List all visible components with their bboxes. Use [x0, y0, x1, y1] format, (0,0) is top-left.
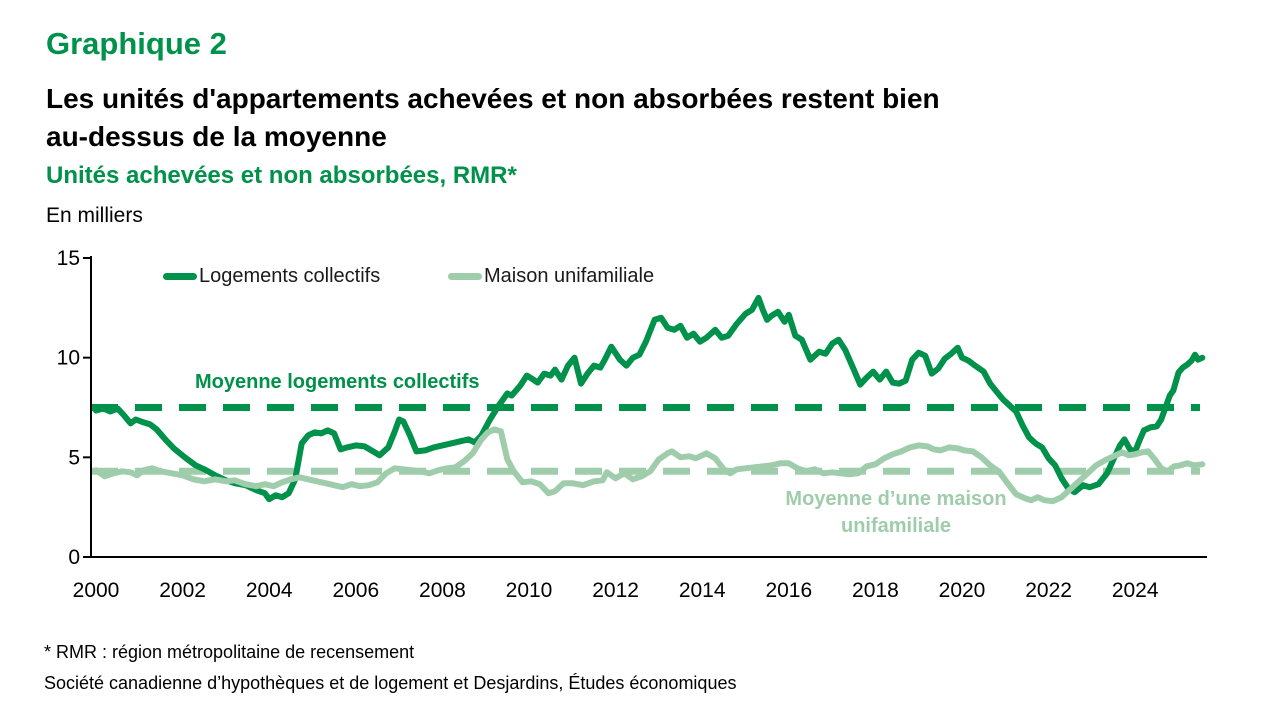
x-tick-label: 2024 [1112, 579, 1159, 602]
x-tick-label: 2022 [1025, 579, 1072, 602]
y-units-label: En milliers [46, 204, 143, 227]
x-tick-label: 2014 [679, 579, 726, 602]
x-tick-label: 2006 [332, 579, 379, 602]
y-tick-label: 0 [68, 546, 80, 569]
series-line-unifamiliale [93, 426, 1206, 505]
mean-unifamiliale-label-line1: Moyenne d’une maison [785, 488, 1007, 510]
legend-item-unifamiliale: Maison unifamiliale [448, 265, 654, 287]
x-tick-label: 2010 [506, 579, 553, 602]
chart-main-title: Les unités d'appartements achevées et no… [46, 80, 940, 156]
x-tick-label: 2002 [159, 579, 206, 602]
x-tick-label: 2016 [765, 579, 812, 602]
x-tick-label: 2018 [852, 579, 899, 602]
y-tick-label: 15 [57, 247, 80, 270]
chart-subtitle: Unités achevées et non absorbées, RMR* [46, 162, 517, 189]
x-tick-label: 2012 [592, 579, 639, 602]
x-tick-label: 2020 [939, 579, 986, 602]
x-tick-label: 2004 [246, 579, 293, 602]
legend-swatch-unifamiliale [448, 272, 482, 280]
x-tick-label: 2000 [73, 579, 120, 602]
footnote-source: Société canadienne d’hypothèques et de l… [44, 673, 737, 693]
legend-label-collectifs: Logements collectifs [199, 264, 381, 287]
series-line-collectifs [93, 294, 1206, 503]
legend-label-unifamiliale: Maison unifamiliale [484, 264, 655, 287]
chart-main-title-line1: Les unités d'appartements achevées et no… [46, 83, 940, 114]
y-tick-label: 5 [68, 446, 80, 469]
y-tick-label: 10 [57, 347, 80, 370]
graph-number-label: Graphique 2 [46, 26, 227, 61]
mean-collectifs-label: Moyenne logements collectifs [195, 371, 480, 393]
mean-unifamiliale-label-line2: unifamiliale [840, 515, 952, 537]
legend-item-collectifs: Logements collectifs [163, 265, 380, 287]
mean-unifamiliale-label: Moyenne d’une maison unifamiliale [766, 486, 1026, 540]
legend-swatch-collectifs [163, 272, 197, 280]
chart-main-title-line2: au-dessus de la moyenne [46, 121, 387, 152]
x-tick-label: 2008 [419, 579, 466, 602]
footnote-rmr: * RMR : région métropolitaine de recense… [44, 642, 415, 662]
